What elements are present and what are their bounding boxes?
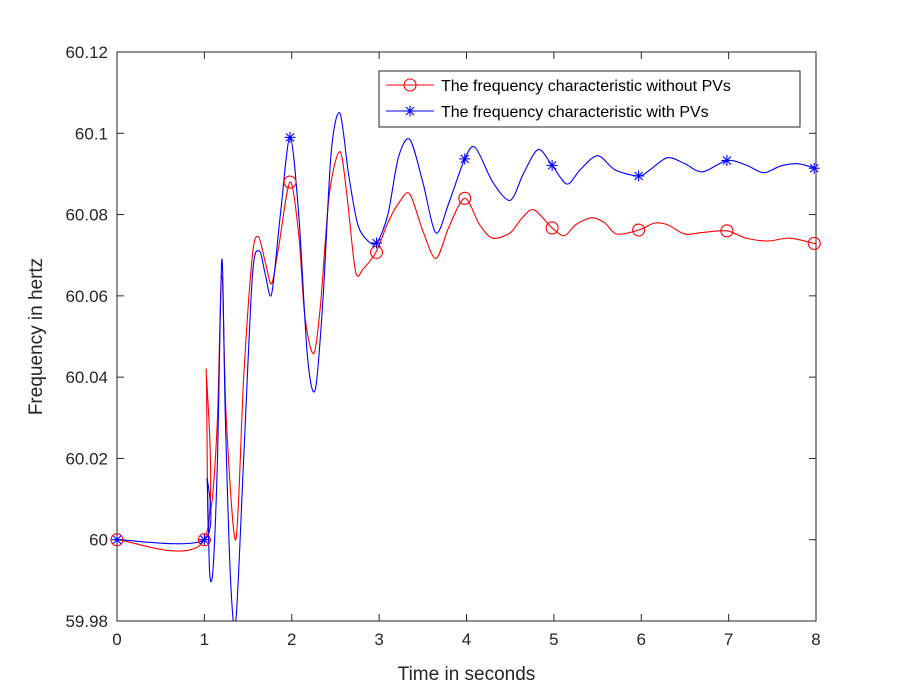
y-tick-label: 60 xyxy=(89,531,108,550)
star-marker-stroke xyxy=(634,171,644,181)
y-tick-label: 60.12 xyxy=(65,43,108,62)
series-0-marker-1 xyxy=(197,533,211,547)
x-tick-label: 4 xyxy=(462,630,471,649)
series-1-marker-1 xyxy=(198,534,210,546)
plot-area xyxy=(117,52,816,621)
x-tick-label: 5 xyxy=(549,630,558,649)
series-1-marker-2 xyxy=(284,131,296,143)
star-marker-stroke xyxy=(547,161,557,170)
series-1-marker-8 xyxy=(808,162,820,174)
star-marker-stroke xyxy=(722,156,732,165)
axis-layer: 0 1 2 3 4 5 6 7 8 59.98 60 60.02 60.04 60.06 60.08 60.1… xyxy=(65,43,820,649)
series-0-marker-0 xyxy=(110,533,124,547)
legend-box xyxy=(378,70,801,128)
y-axis-title: Frequency in hertz xyxy=(26,258,47,415)
star-marker-stroke xyxy=(372,238,381,248)
x-tick-label: 7 xyxy=(724,630,733,649)
y-tick-label: 60.08 xyxy=(65,206,108,225)
series-1-marker-4 xyxy=(459,153,471,165)
series-1-marker-3 xyxy=(371,237,383,249)
star-marker-stroke xyxy=(112,535,122,545)
y-tick-label: 59.98 xyxy=(65,612,108,631)
x-tick-label: 8 xyxy=(811,630,820,649)
x-tick-label: 6 xyxy=(637,630,646,649)
marker-layer xyxy=(110,131,821,547)
star-marker-stroke xyxy=(460,154,470,164)
legend-marker-1 xyxy=(404,105,416,117)
series-0-marker-6 xyxy=(632,223,646,237)
x-tick-label: 1 xyxy=(200,630,209,649)
series-1-marker-7 xyxy=(721,155,733,167)
star-marker-stroke xyxy=(199,535,209,545)
series-0-marker-8 xyxy=(807,236,821,250)
x-axis-title: Time in seconds xyxy=(398,664,536,685)
series-0-marker-2 xyxy=(283,175,297,189)
series-1-marker-0 xyxy=(111,534,123,546)
legend-label-1: The frequency characteristic with PVs xyxy=(441,104,709,121)
y-tick-label: 60.06 xyxy=(65,287,108,306)
star-marker-stroke xyxy=(809,163,819,173)
series-0-marker-5 xyxy=(545,221,559,235)
x-tick-label: 2 xyxy=(287,630,296,649)
star-marker-stroke xyxy=(285,132,295,142)
x-tick-label: 0 xyxy=(112,630,121,649)
y-tick-label: 60.02 xyxy=(65,449,108,468)
legend-label-0: The frequency characteristic without PVs xyxy=(441,78,731,95)
y-tick-label: 60.1 xyxy=(75,124,108,143)
series-0-marker-7 xyxy=(720,224,734,238)
series-0-marker-4 xyxy=(458,191,472,205)
star-marker-stroke xyxy=(405,106,415,116)
x-tick-label: 3 xyxy=(374,630,383,649)
series-1-marker-5 xyxy=(546,159,558,171)
legend: The frequency characteristic without PVs… xyxy=(378,70,801,128)
legend-marker-0 xyxy=(403,78,417,92)
y-tick-label: 60.04 xyxy=(65,368,108,387)
series-1-marker-6 xyxy=(633,170,645,182)
